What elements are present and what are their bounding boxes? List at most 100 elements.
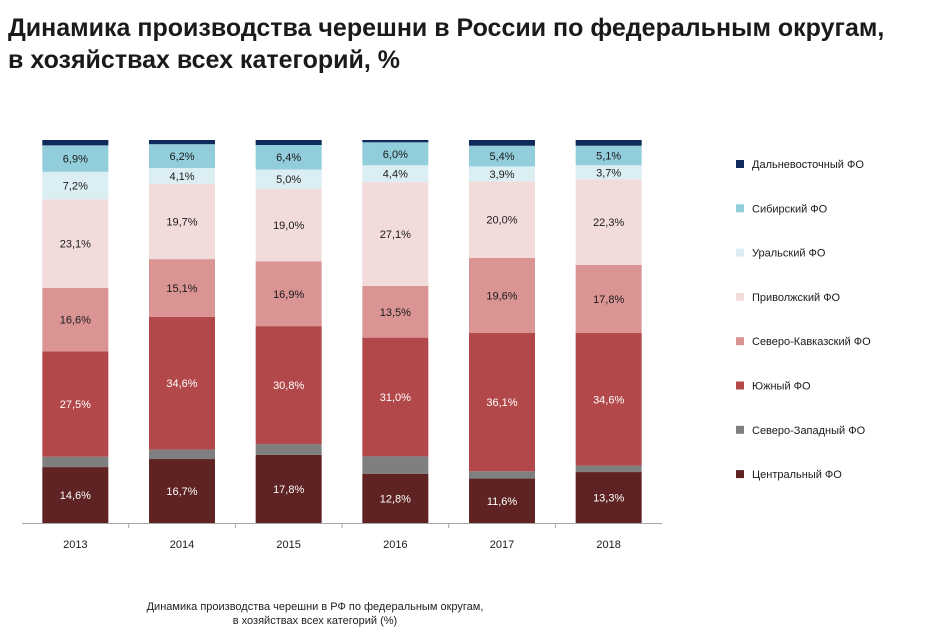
bar-segment-2016-4 — [362, 285, 429, 338]
bar-segment-2014-2 — [149, 449, 215, 460]
bar-segment-2015-1 — [255, 454, 322, 523]
bar-segment-2013-8 — [42, 140, 109, 146]
bar-segment-2013-2 — [42, 456, 109, 468]
bar-segment-2013-3 — [42, 351, 109, 457]
x-tick-label-2014: 2014 — [170, 539, 194, 551]
chart-caption: Динамика производства черешни в РФ по фе… — [100, 600, 530, 628]
data-label-2015-7: 6,4% — [276, 152, 301, 164]
data-label-2013-6: 7,2% — [63, 181, 88, 193]
bar-segment-2014-3 — [149, 316, 215, 450]
bar-segment-2013-7 — [42, 145, 109, 172]
bar-segment-2018-5 — [575, 179, 642, 265]
bar-segment-2017-8 — [469, 140, 535, 146]
legend-swatch-3 — [736, 248, 744, 257]
data-label-2016-6: 4,4% — [383, 169, 408, 181]
data-label-2014-1: 16,7% — [166, 486, 197, 498]
bar-segment-2015-2 — [255, 444, 322, 455]
data-label-2015-1: 17,8% — [273, 484, 304, 496]
bar-segment-2017-4 — [469, 257, 535, 334]
bar-segment-2018-4 — [575, 264, 642, 334]
data-label-2017-7: 5,4% — [489, 151, 514, 163]
bar-segment-2013-4 — [42, 287, 109, 352]
x-tick-label-2013: 2013 — [63, 539, 87, 551]
data-label-2013-3: 27,5% — [60, 399, 91, 411]
bar-segment-2016-5 — [362, 182, 429, 286]
bar-segment-2014-7 — [149, 144, 215, 168]
bar-segment-2017-7 — [469, 145, 535, 167]
data-label-2013-5: 23,1% — [60, 239, 91, 251]
bar-segment-2017-2 — [469, 471, 535, 479]
bar-segment-2017-5 — [469, 181, 535, 258]
data-label-2017-5: 20,0% — [486, 215, 517, 227]
bar-segment-2015-3 — [255, 326, 322, 445]
data-label-2013-1: 14,6% — [60, 490, 91, 502]
bar-segment-2016-7 — [362, 142, 429, 166]
legend-swatch-2 — [736, 204, 744, 213]
bar-segment-2017-6 — [469, 166, 535, 182]
legend-label-1: Дальневосточный ФО — [752, 159, 864, 171]
bar-segment-2016-8 — [362, 140, 429, 143]
legend-swatch-6 — [736, 381, 744, 390]
bar-segment-2015-5 — [255, 188, 322, 262]
bar-segment-2015-7 — [255, 144, 322, 170]
data-label-2016-5: 27,1% — [380, 229, 411, 241]
legend-label-2: Сибирский ФО — [752, 203, 828, 215]
bar-segment-2013-6 — [42, 171, 109, 200]
legend-label-7: Северо-Западный ФО — [752, 425, 866, 437]
bar-segment-2016-6 — [362, 165, 429, 183]
bar-segment-2014-8 — [149, 140, 215, 145]
data-label-2015-6: 5,0% — [276, 174, 301, 186]
x-tick-label-2018: 2018 — [596, 539, 620, 551]
data-label-2016-4: 13,5% — [380, 307, 411, 319]
bar-segment-2018-8 — [575, 140, 642, 146]
bar-segment-2018-2 — [575, 465, 642, 473]
bar-segment-2018-1 — [575, 472, 642, 523]
bar-segment-2018-3 — [575, 333, 642, 466]
bar-segment-2018-7 — [575, 145, 642, 166]
legend-swatch-1 — [736, 160, 744, 168]
bar-segment-2016-2 — [362, 456, 429, 474]
data-label-2017-1: 11,6% — [487, 496, 518, 508]
data-label-2018-5: 22,3% — [593, 217, 624, 229]
data-label-2018-1: 13,3% — [593, 493, 624, 505]
data-label-2014-6: 4,1% — [169, 171, 194, 183]
x-tick-label-2017: 2017 — [490, 539, 514, 551]
data-label-2018-4: 17,8% — [593, 294, 624, 306]
legend-label-6: Южный ФО — [752, 381, 811, 393]
legend-swatch-5 — [736, 337, 744, 346]
x-tick-label-2015: 2015 — [276, 539, 300, 551]
data-label-2016-3: 31,0% — [380, 392, 411, 404]
bar-segment-2015-4 — [255, 261, 322, 327]
chart-title: Динамика производства черешни в России п… — [8, 12, 948, 76]
bar-segment-2018-6 — [575, 165, 642, 180]
data-label-2014-3: 34,6% — [166, 378, 197, 390]
bar-segment-2016-1 — [362, 473, 429, 523]
bar-segment-2016-3 — [362, 337, 429, 457]
data-label-2015-5: 19,0% — [273, 220, 304, 232]
bar-segment-2017-3 — [469, 333, 535, 472]
data-label-2014-4: 15,1% — [166, 283, 197, 295]
bar-segment-2014-5 — [149, 183, 215, 260]
data-label-2018-7: 5,1% — [596, 151, 621, 163]
legend-label-8: Центральный ФО — [752, 469, 842, 481]
legend-label-3: Уральский ФО — [752, 248, 826, 260]
data-label-2016-1: 12,8% — [380, 493, 411, 505]
bar-segment-2013-1 — [42, 467, 109, 523]
data-label-2013-4: 16,6% — [60, 315, 91, 327]
bar-segment-2013-5 — [42, 199, 109, 288]
bar-segment-2015-6 — [255, 169, 322, 189]
bar-segment-2017-1 — [469, 478, 535, 523]
chart-caption-line-1: Динамика производства черешни в РФ по фе… — [146, 601, 484, 613]
bar-segment-2015-8 — [255, 140, 322, 145]
data-label-2018-3: 34,6% — [593, 394, 624, 406]
x-tick-label-2016: 2016 — [383, 539, 407, 551]
chart-caption-line-2: в хозяйствах всех категорий (%) — [232, 615, 398, 627]
legend-swatch-4 — [736, 292, 744, 301]
data-label-2015-3: 30,8% — [273, 380, 304, 392]
data-label-2014-7: 6,2% — [169, 151, 194, 163]
chart-title-line-1: Динамика производства черешни в России п… — [8, 14, 885, 42]
data-label-2017-6: 3,9% — [489, 169, 514, 181]
data-label-2017-3: 36,1% — [486, 397, 517, 409]
legend-swatch-7 — [736, 425, 744, 434]
